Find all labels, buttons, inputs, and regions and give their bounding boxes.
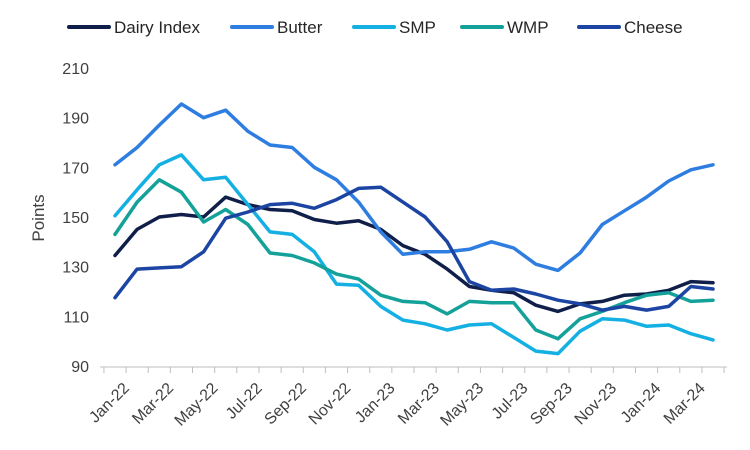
x-tick-label: Jul-22 xyxy=(223,380,266,423)
x-tick-label: Sep-23 xyxy=(527,380,576,429)
x-tick-label: Nov-23 xyxy=(572,380,621,429)
series-line-wmp xyxy=(113,178,715,341)
y-tick-label: 210 xyxy=(62,61,89,78)
y-tick-label: 130 xyxy=(62,260,89,277)
legend-label: SMP xyxy=(399,18,436,37)
x-tick-label: Mar-24 xyxy=(661,380,709,428)
series-lines xyxy=(113,102,715,356)
y-axis-ticks: 90 110 130 150 170 190 210 xyxy=(62,61,89,376)
y-tick-label: 170 xyxy=(62,160,89,177)
x-tick-label: Jan-23 xyxy=(352,380,399,427)
y-tick-label: 90 xyxy=(71,359,89,376)
x-tick-label: Jan-22 xyxy=(86,380,133,427)
x-tick-label: Sep-22 xyxy=(262,380,311,429)
x-tick-label: Mar-23 xyxy=(395,380,443,428)
x-tick-label: Jul-23 xyxy=(489,380,532,423)
legend-label: Dairy Index xyxy=(114,18,200,37)
legend-label: Butter xyxy=(277,18,323,37)
series-line-cheese xyxy=(113,185,715,312)
y-tick-label: 110 xyxy=(63,309,89,326)
x-tick-label: May-22 xyxy=(172,380,222,430)
series-line-dairy-index xyxy=(113,195,715,314)
series-line-butter xyxy=(113,102,715,273)
y-tick-label: 190 xyxy=(62,111,89,128)
legend-label: Cheese xyxy=(624,18,683,37)
y-tick-label: 150 xyxy=(62,210,89,227)
x-tick-label: Nov-22 xyxy=(306,380,355,429)
y-axis-title: Points xyxy=(29,194,48,241)
x-tick-label: Jan-24 xyxy=(618,380,665,427)
series-line-smp xyxy=(113,153,715,356)
legend: Dairy Index Butter SMP WMP Cheese xyxy=(67,18,683,37)
legend-label: WMP xyxy=(507,18,549,37)
x-tick-label: Mar-22 xyxy=(129,380,177,428)
x-tick-label: May-23 xyxy=(437,380,487,430)
